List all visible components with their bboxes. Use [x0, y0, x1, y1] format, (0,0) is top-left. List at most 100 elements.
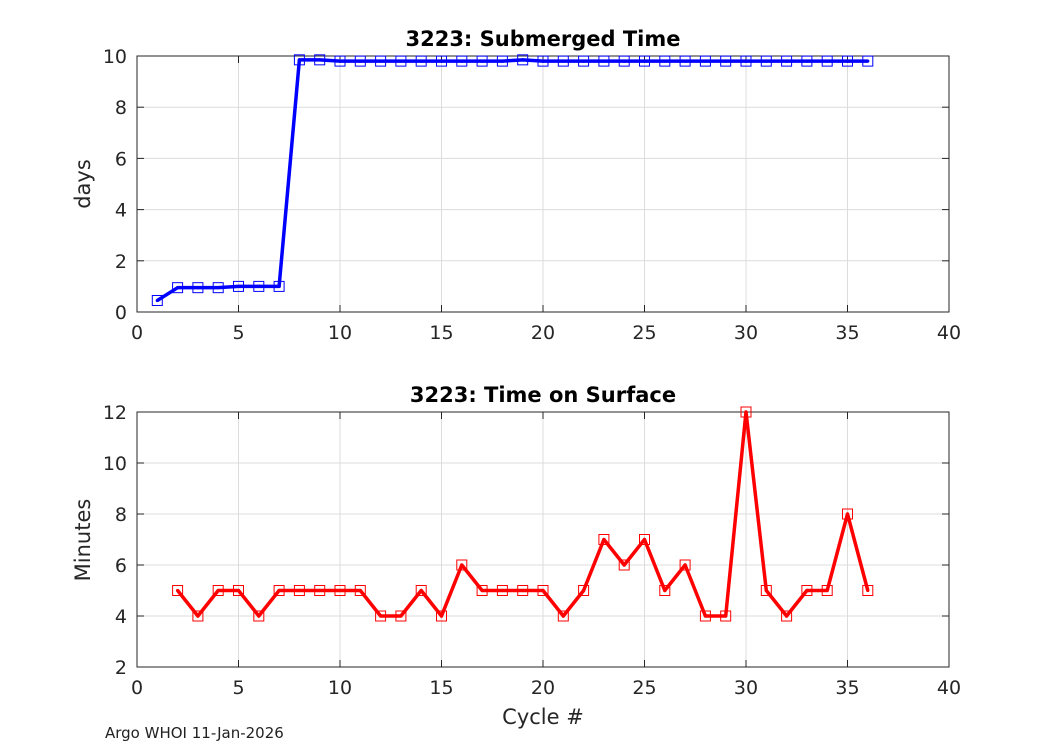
x-tick-label: 30: [734, 677, 758, 699]
data-point-dot: [561, 614, 565, 618]
data-point-marker: [578, 585, 590, 596]
data-point-dot: [500, 588, 504, 593]
data-point-dot: [703, 614, 708, 618]
data-point-dot: [257, 614, 261, 618]
data-point-dot: [216, 286, 220, 290]
data-point-marker: [253, 610, 265, 622]
data-point-marker: [557, 610, 569, 622]
y-tick-label: 4: [115, 200, 127, 222]
data-point-marker: [659, 585, 671, 596]
data-point-dot: [419, 588, 423, 593]
data-point-dot: [338, 588, 342, 593]
x-tick-label: 25: [632, 322, 656, 344]
data-point-marker: [557, 55, 569, 67]
data-point-marker: [354, 55, 366, 67]
data-point-dot: [419, 59, 423, 63]
data-point-marker: [578, 55, 590, 67]
y-tick-label: 2: [115, 657, 127, 679]
data-point-dot: [582, 588, 586, 593]
data-point-dot: [196, 286, 200, 290]
data-point-dot: [196, 614, 200, 618]
data-point-marker: [639, 55, 650, 67]
x-tick-label: 10: [328, 322, 352, 344]
data-point-marker: [598, 534, 610, 545]
data-point-marker: [659, 55, 671, 67]
data-point-marker: [436, 55, 447, 67]
data-point-marker: [172, 282, 184, 294]
chart-title: 3223: Time on Surface: [410, 383, 676, 407]
data-point-marker: [679, 55, 691, 67]
data-point-marker: [639, 534, 650, 545]
data-point-marker: [212, 585, 224, 596]
data-point-dot: [724, 59, 728, 63]
data-point-dot: [825, 588, 829, 593]
data-point-dot: [297, 588, 301, 593]
data-point-dot: [480, 588, 484, 593]
data-point-dot: [521, 588, 525, 593]
y-tick-label: 6: [115, 555, 127, 577]
data-point-marker: [740, 406, 752, 418]
data-point-dot: [744, 410, 748, 414]
data-point-dot: [379, 59, 383, 63]
data-point-dot: [155, 298, 159, 303]
data-point-dot: [277, 588, 281, 593]
data-point-dot: [785, 614, 789, 618]
data-point-dot: [845, 512, 850, 516]
x-tick-label: 0: [131, 322, 143, 344]
data-point-marker: [760, 585, 772, 596]
data-point-marker: [151, 294, 163, 306]
data-point-marker: [212, 282, 224, 294]
y-tick-label: 8: [115, 504, 127, 526]
data-point-marker: [862, 55, 874, 67]
data-point-marker: [395, 610, 407, 622]
data-point-marker: [334, 55, 346, 67]
data-point-marker: [821, 55, 833, 67]
data-point-marker: [375, 610, 387, 622]
data-point-marker: [456, 55, 468, 67]
data-point-dot: [764, 588, 768, 593]
data-point-dot: [297, 58, 301, 62]
axes-frame: [136, 411, 950, 668]
data-point-marker: [740, 55, 752, 67]
data-point-dot: [521, 58, 525, 62]
data-point-dot: [724, 614, 728, 618]
y-tick-label: 12: [103, 402, 127, 424]
data-point-marker: [496, 585, 508, 596]
data-point-dot: [379, 614, 383, 618]
data-point-marker: [334, 585, 346, 596]
data-point-marker: [598, 55, 610, 67]
data-point-marker: [679, 559, 691, 571]
data-point-dot: [744, 59, 748, 63]
x-tick-label: 25: [632, 677, 656, 699]
data-point-dot: [825, 59, 829, 63]
data-point-marker: [192, 610, 204, 622]
data-point-dot: [236, 588, 241, 593]
data-point-marker: [314, 585, 326, 596]
data-point-dot: [663, 59, 667, 63]
y-axis-label: Minutes: [71, 499, 95, 582]
data-point-dot: [399, 614, 403, 618]
x-tick-label: 15: [429, 322, 453, 344]
x-tick-label: 5: [232, 322, 244, 344]
data-point-marker: [233, 585, 244, 596]
data-point-dot: [622, 59, 626, 63]
y-axis-label: days: [71, 159, 95, 209]
data-point-dot: [358, 59, 362, 63]
data-point-dot: [500, 59, 504, 63]
x-axis-label: Cycle #: [502, 705, 584, 729]
data-point-dot: [602, 59, 606, 63]
x-tick-label: 10: [328, 677, 352, 699]
data-point-dot: [460, 563, 464, 567]
data-point-dot: [642, 537, 647, 542]
data-point-dot: [642, 59, 647, 63]
data-point-marker: [476, 585, 488, 596]
x-tick-label: 20: [531, 322, 555, 344]
data-point-marker: [415, 55, 427, 67]
data-point-marker: [699, 55, 711, 67]
data-point-marker: [496, 55, 508, 67]
data-point-marker: [375, 55, 387, 67]
data-point-marker: [314, 54, 326, 66]
data-point-dot: [257, 284, 261, 288]
data-point-dot: [582, 59, 586, 63]
